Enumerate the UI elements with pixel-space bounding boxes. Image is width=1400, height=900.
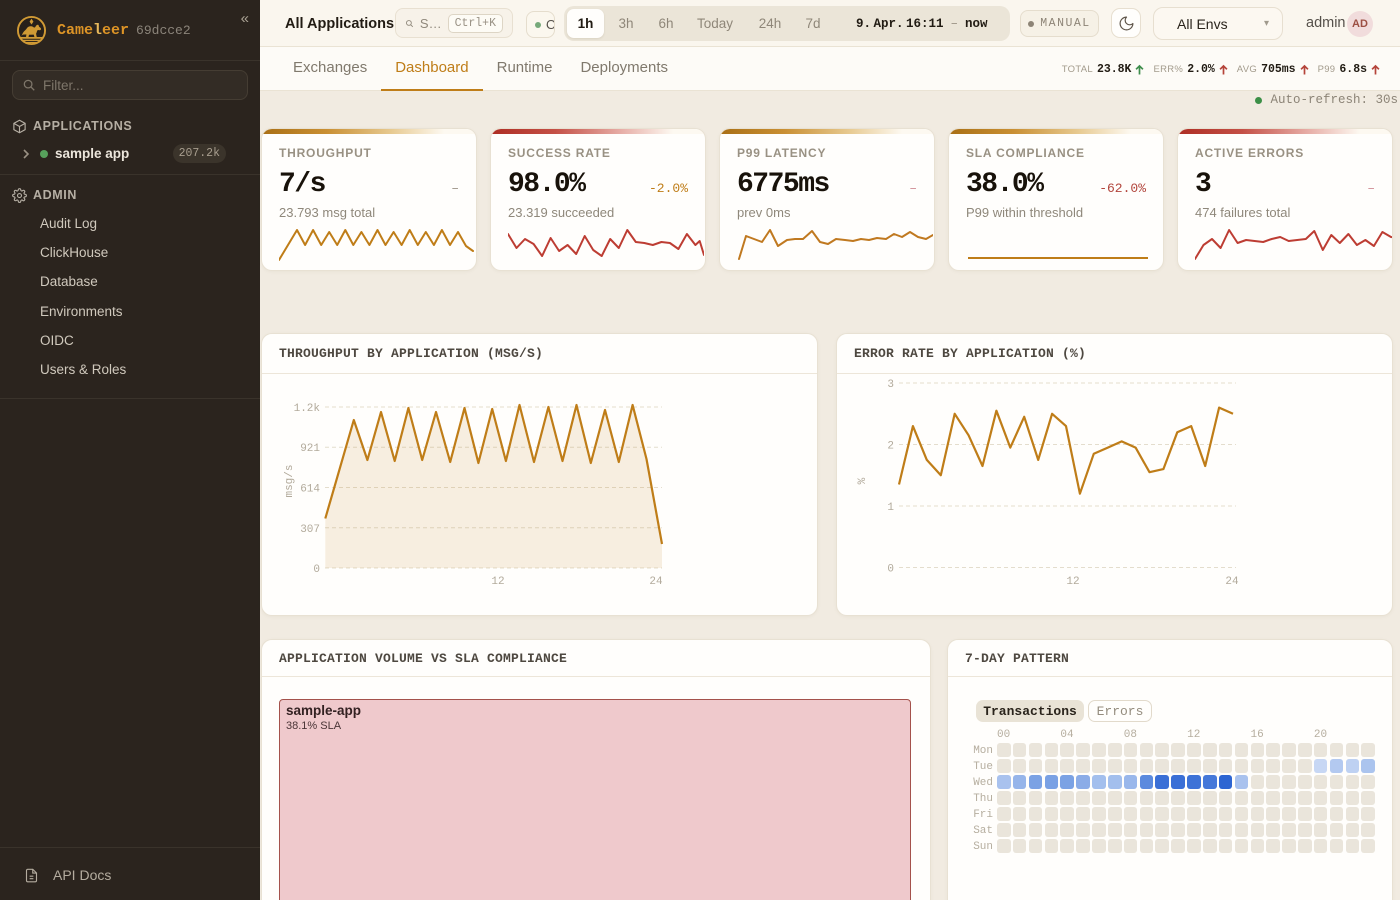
svg-text:307: 307: [300, 524, 320, 536]
svg-text:1: 1: [887, 502, 894, 514]
svg-text:0: 0: [313, 564, 320, 576]
svg-text:921: 921: [300, 443, 320, 455]
svg-text:1.2k: 1.2k: [294, 403, 321, 415]
svg-text:%: %: [857, 477, 869, 484]
svg-text:24: 24: [649, 576, 663, 588]
svg-text:2: 2: [887, 441, 894, 453]
svg-text:3: 3: [887, 379, 894, 391]
svg-text:msg/s: msg/s: [284, 464, 296, 497]
svg-text:24: 24: [1225, 576, 1239, 588]
svg-text:0: 0: [887, 564, 894, 576]
svg-text:12: 12: [1066, 576, 1079, 588]
svg-text:12: 12: [491, 576, 504, 588]
svg-text:614: 614: [300, 484, 320, 496]
